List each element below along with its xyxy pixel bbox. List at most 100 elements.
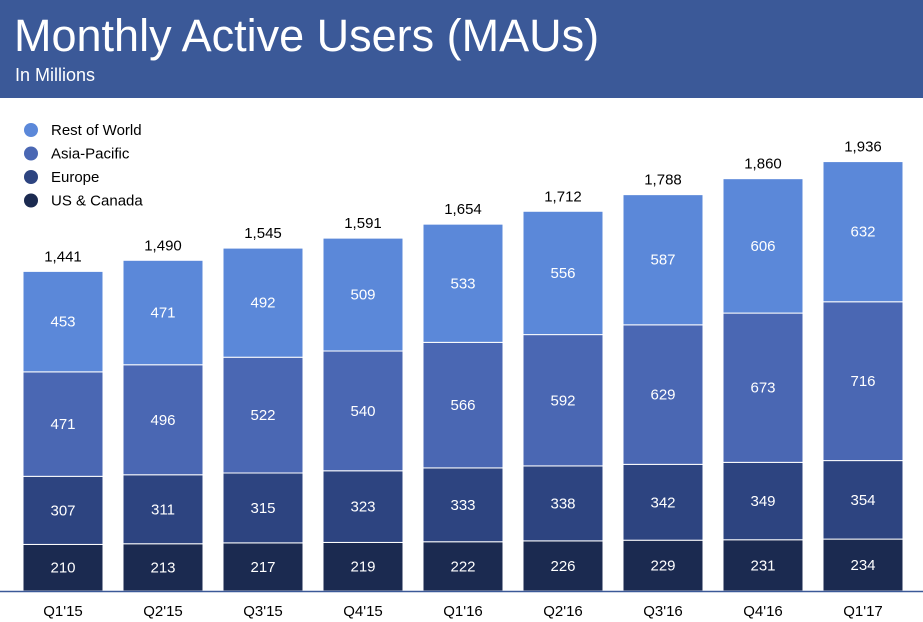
legend-swatch	[24, 170, 38, 184]
bar-segment-rest-of-world	[622, 194, 704, 326]
total-label: 1,441	[44, 248, 82, 265]
total-label: 1,788	[644, 172, 682, 189]
data-label-us-canada: 234	[850, 557, 875, 574]
stacked-bar-chart: Rest of World Asia-Pacific Europe US & Cana…	[0, 122, 923, 620]
bar-segment-us-canada	[622, 539, 704, 592]
data-label-us-canada: 219	[350, 559, 375, 576]
data-label-rest-of-world: 471	[150, 305, 175, 322]
data-label-us-canada: 229	[650, 558, 675, 575]
data-label-europe: 307	[50, 502, 75, 519]
bar-segment-asia-pacific	[322, 350, 404, 472]
bar-segment-rest-of-world	[722, 178, 804, 314]
x-tick-label: Q1'16	[443, 603, 483, 620]
bar-segment-europe	[122, 474, 204, 545]
bar-segment-asia-pacific	[622, 324, 704, 465]
bar-segment-rest-of-world	[422, 223, 504, 343]
legend-item-asia-pacific: Asia-Pacific	[24, 146, 130, 163]
data-label-us-canada: 222	[450, 558, 475, 575]
data-label-europe: 333	[450, 497, 475, 514]
x-tick-label: Q4'16	[743, 603, 783, 620]
bar-segment-rest-of-world	[22, 270, 104, 373]
legend-label: US & Canada	[51, 193, 143, 210]
page-title: Monthly Active Users (MAUs)	[14, 10, 600, 61]
legend-item-europe: Europe	[24, 169, 99, 186]
data-label-us-canada: 210	[50, 560, 75, 577]
data-label-rest-of-world: 587	[650, 252, 675, 269]
legend-swatch	[24, 123, 38, 137]
data-label-rest-of-world: 632	[850, 224, 875, 241]
legend-label: Asia-Pacific	[51, 146, 130, 163]
legend-swatch	[24, 146, 38, 161]
page-subtitle: In Millions	[15, 65, 96, 85]
bar-segment-europe	[222, 472, 304, 544]
bar-segment-rest-of-world	[222, 247, 304, 358]
bar-segment-asia-pacific	[422, 341, 504, 469]
bar-segment-rest-of-world	[522, 210, 604, 336]
legend-swatch	[24, 193, 38, 208]
bar-segment-us-canada	[522, 540, 604, 592]
data-label-europe: 338	[550, 495, 575, 512]
x-tick-label: Q3'15	[243, 603, 283, 620]
bar-segment-asia-pacific	[122, 364, 204, 476]
x-tick-label: Q2'15	[143, 603, 183, 620]
legend-item-us-canada: US & Canada	[24, 193, 143, 210]
data-label-europe: 354	[850, 492, 875, 509]
chart-legend: Rest of World Asia-Pacific Europe US & Cana…	[24, 122, 143, 210]
data-label-europe: 323	[350, 499, 375, 516]
total-label: 1,591	[344, 215, 382, 232]
total-label: 1,654	[444, 201, 482, 218]
data-label-us-canada: 213	[150, 559, 175, 576]
total-label: 1,860	[744, 156, 782, 173]
legend-label: Rest of World	[51, 122, 142, 139]
legend-item-rest-of-world: Rest of World	[24, 122, 142, 139]
bar-segment-europe	[722, 461, 804, 541]
bar-segment-rest-of-world	[822, 161, 904, 303]
data-label-asia-pacific: 566	[450, 397, 475, 414]
data-label-rest-of-world: 606	[750, 238, 775, 255]
data-label-asia-pacific: 496	[150, 412, 175, 429]
x-tick-label: Q4'15	[343, 603, 383, 620]
data-label-rest-of-world: 453	[50, 314, 75, 331]
x-tick-label: Q3'16	[643, 603, 683, 620]
data-label-asia-pacific: 716	[850, 373, 875, 390]
bar-segment-europe	[822, 460, 904, 540]
bar-segment-europe	[422, 467, 504, 543]
header-bar: Monthly Active Users (MAUs) In Millions	[0, 0, 923, 98]
data-label-asia-pacific: 673	[750, 380, 775, 397]
bar-segment-europe	[622, 463, 704, 541]
data-label-europe: 311	[151, 501, 175, 518]
data-label-asia-pacific: 592	[550, 392, 575, 409]
data-label-europe: 342	[650, 494, 675, 511]
data-label-asia-pacific: 540	[350, 403, 375, 420]
data-label-asia-pacific: 522	[250, 407, 275, 424]
data-label-europe: 315	[250, 500, 275, 517]
bar-segment-rest-of-world	[322, 237, 404, 352]
x-tick-labels: Q1'15 Q2'15 Q3'15 Q4'15 Q1'16 Q2'16 Q3'16 Q4'16…	[43, 603, 883, 620]
bar-segment-asia-pacific	[222, 356, 304, 474]
data-label-asia-pacific: 629	[650, 387, 675, 404]
bar-segment-us-canada	[22, 543, 104, 592]
data-label-us-canada: 231	[750, 557, 775, 574]
bar-segment-asia-pacific	[822, 301, 904, 462]
data-label-rest-of-world: 556	[550, 265, 575, 282]
data-label-rest-of-world: 509	[350, 287, 375, 304]
data-label-us-canada: 226	[550, 558, 575, 575]
bar-segment-us-canada	[422, 541, 504, 592]
bars-group: 210 307 471 453 1,441 213 311 496 471 1,490 217 315…	[22, 139, 904, 592]
bar-segment-us-canada	[722, 539, 804, 592]
total-label: 1,936	[844, 139, 882, 156]
data-label-europe: 349	[750, 493, 775, 510]
data-label-us-canada: 217	[250, 559, 275, 576]
bar-segment-asia-pacific	[522, 334, 604, 467]
legend-label: Europe	[51, 169, 99, 186]
data-label-asia-pacific: 471	[50, 416, 75, 433]
x-tick-label: Q1'17	[843, 603, 883, 620]
data-label-rest-of-world: 533	[450, 275, 475, 292]
x-tick-label: Q2'16	[543, 603, 583, 620]
bar-segment-europe	[22, 475, 104, 545]
data-label-rest-of-world: 492	[250, 295, 275, 312]
total-label: 1,545	[244, 225, 282, 242]
total-label: 1,490	[144, 237, 182, 254]
bar-segment-rest-of-world	[122, 259, 204, 366]
x-tick-label: Q1'15	[43, 603, 83, 620]
